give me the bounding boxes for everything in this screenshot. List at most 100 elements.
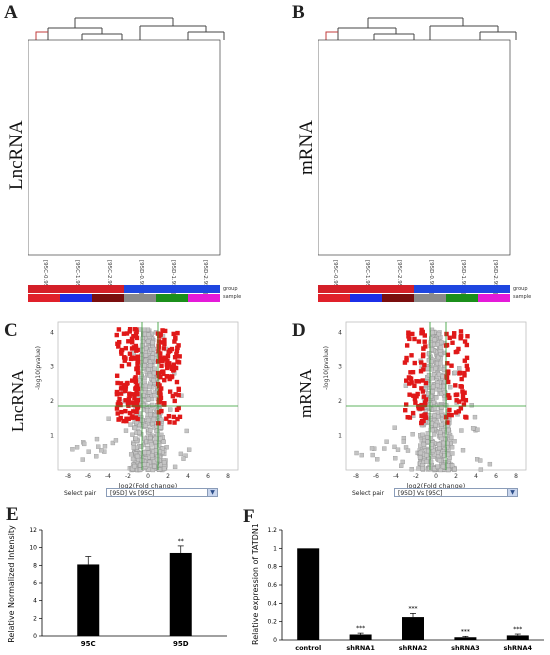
volcano-point-sig bbox=[127, 410, 133, 416]
volcano-point-ns bbox=[150, 355, 155, 361]
sample-color-block bbox=[92, 294, 124, 302]
volcano-point-ns bbox=[425, 366, 430, 371]
volcano-point-sig bbox=[165, 358, 170, 363]
volcano-point-sig bbox=[458, 406, 464, 411]
select-pair-dropdown-c[interactable]: [95D] Vs [95C] ▼ bbox=[106, 488, 218, 497]
y-tick-label: 12 bbox=[29, 527, 37, 534]
volcano-point-sig bbox=[158, 386, 164, 391]
volcano-point-sig bbox=[162, 341, 167, 347]
volcano-point-ns bbox=[438, 467, 443, 473]
volcano-y-tick: 2 bbox=[338, 398, 342, 405]
select-pair-dropdown-d[interactable]: [95D] Vs [95C] ▼ bbox=[394, 488, 518, 497]
volcano-point-ns bbox=[410, 432, 415, 437]
volcano-point-sig bbox=[458, 333, 464, 339]
volcano-point-ns bbox=[433, 422, 438, 428]
volcano-point-sig bbox=[156, 358, 161, 364]
volcano-point-sig bbox=[131, 409, 136, 414]
volcano-point-sig bbox=[126, 339, 131, 344]
volcano-point-sig bbox=[446, 393, 451, 398]
volcano-point-sig bbox=[419, 360, 424, 365]
volcano-point-ns bbox=[140, 339, 146, 344]
volcano-point-sig bbox=[462, 358, 468, 363]
volcano-point-sig bbox=[134, 335, 140, 341]
heatmap-sample-label: [95D-2.95D] bbox=[202, 260, 208, 294]
volcano-point-sig bbox=[407, 336, 412, 342]
volcano-point-sig bbox=[131, 355, 137, 361]
volcano-point-sig bbox=[460, 397, 466, 402]
volcano-point-sig bbox=[410, 369, 416, 375]
volcano-point-sig bbox=[124, 331, 130, 336]
bar bbox=[454, 637, 477, 640]
volcano-point-ns bbox=[440, 374, 445, 379]
volcano-point-ns bbox=[428, 394, 434, 399]
volcano-point-sig bbox=[423, 344, 428, 349]
volcano-point-sig bbox=[158, 351, 163, 356]
volcano-point-ns bbox=[428, 459, 434, 465]
heatmap-sample-label: [95C-0.95C] bbox=[332, 260, 338, 293]
volcano-point-sig bbox=[412, 360, 417, 366]
volcano-point-ns bbox=[128, 452, 134, 457]
volcano-y-tick: 3 bbox=[50, 364, 54, 371]
volcano-point-sig bbox=[169, 374, 175, 379]
volcano-point-sig bbox=[162, 401, 167, 406]
significance-label: *** bbox=[461, 628, 470, 635]
volcano-point-ns bbox=[431, 432, 437, 437]
volcano-point-ns bbox=[418, 443, 423, 448]
volcano-point-ns bbox=[123, 428, 129, 433]
y-tick-label: 0.2 bbox=[267, 619, 277, 626]
volcano-point-sig bbox=[124, 416, 129, 421]
significance-label: ** bbox=[178, 538, 184, 545]
volcano-d: -log10(pvalue) -8 -6 -4 -2 0 2 4 6 8 1 2 3 4 log2(Fo… bbox=[323, 321, 527, 490]
volcano-point-sig bbox=[133, 385, 139, 390]
volcano-point-sig bbox=[133, 331, 139, 337]
volcano-point-ns bbox=[432, 413, 437, 418]
chevron-down-icon[interactable]: ▼ bbox=[507, 489, 517, 496]
volcano-point-ns bbox=[460, 448, 466, 453]
volcano-point-ns bbox=[445, 463, 451, 468]
volcano-point-sig bbox=[131, 334, 136, 339]
volcano-point-sig bbox=[176, 343, 181, 348]
volcano-point-ns bbox=[478, 458, 483, 463]
volcano-c: -log10(pvalue) -8 -6 -4 -2 0 2 4 6 8 1 2 3 4 log2(Fo… bbox=[35, 321, 239, 490]
heatmap-sample-label: [95D-1.95D] bbox=[460, 260, 466, 294]
volcano-point-sig bbox=[135, 354, 141, 359]
bar bbox=[349, 634, 372, 640]
volcano-point-sig bbox=[119, 409, 124, 415]
volcano-point-sig bbox=[134, 389, 139, 394]
volcano-point-sig bbox=[156, 384, 162, 389]
volcano-point-ns bbox=[161, 439, 166, 444]
y-tick-label: 2 bbox=[33, 615, 37, 622]
volcano-point-ns bbox=[442, 397, 447, 402]
volcano-point-ns bbox=[186, 447, 192, 452]
volcano-point-sig bbox=[123, 398, 128, 403]
group-sample-bar-b bbox=[318, 285, 510, 303]
volcano-point-sig bbox=[177, 414, 183, 420]
volcano-point-sig bbox=[115, 341, 120, 346]
volcano-point-sig bbox=[171, 331, 176, 337]
volcano-point-sig bbox=[116, 327, 122, 332]
volcano-point-sig bbox=[157, 355, 163, 361]
group-color-block bbox=[350, 285, 382, 293]
volcano-x-tick: -2 bbox=[413, 473, 419, 480]
group-legend-a: group bbox=[223, 286, 238, 292]
sample-color-block bbox=[188, 294, 220, 302]
volcano-point-sig bbox=[134, 348, 139, 353]
volcano-mrna-label: mRNA bbox=[296, 368, 315, 418]
volcano-point-ns bbox=[145, 408, 150, 413]
volcano-point-sig bbox=[176, 392, 181, 398]
volcano-point-sig bbox=[171, 367, 177, 372]
volcano-point-ns bbox=[370, 452, 375, 458]
dendrogram-a bbox=[35, 17, 225, 40]
chevron-down-icon[interactable]: ▼ bbox=[207, 489, 217, 496]
volcano-point-sig bbox=[135, 370, 141, 375]
heatmap-sample-label: [95D-0.95D] bbox=[428, 260, 434, 294]
volcano-point-sig bbox=[407, 381, 412, 386]
volcano-point-ns bbox=[435, 383, 440, 388]
volcano-y-tick: 4 bbox=[50, 329, 54, 336]
volcano-point-sig bbox=[121, 355, 127, 360]
volcano-point-ns bbox=[80, 457, 85, 462]
volcano-point-ns bbox=[148, 412, 153, 417]
volcano-point-sig bbox=[462, 339, 468, 344]
volcano-point-sig bbox=[177, 354, 182, 359]
volcano-point-sig bbox=[165, 353, 171, 359]
